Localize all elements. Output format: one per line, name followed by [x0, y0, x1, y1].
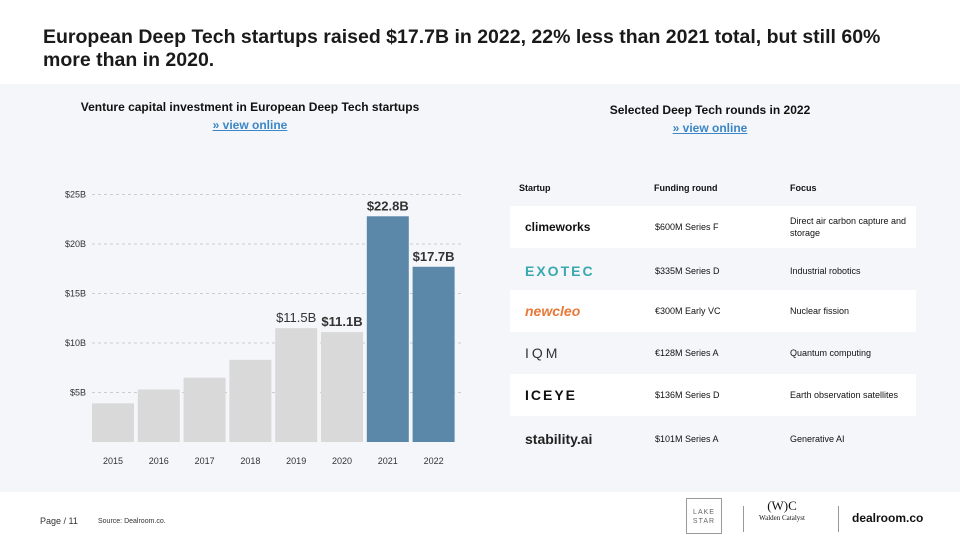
x-tick-label: 2017	[195, 456, 215, 466]
chart-title: Venture capital investment in European D…	[80, 100, 420, 114]
x-tick-label: 2019	[286, 456, 306, 466]
table-row: EXOTEC $335M Series D Industrial robotic…	[510, 250, 916, 292]
walden-catalyst-logo: (W)C Walden Catalyst	[759, 498, 805, 522]
table-row: climeworks $600M Series F Direct air car…	[510, 206, 916, 248]
x-tick-label: 2015	[103, 456, 123, 466]
data-label: $17.7B	[413, 249, 455, 264]
focus: Direct air carbon capture and storage	[790, 216, 907, 238]
x-tick-label: 2022	[424, 456, 444, 466]
y-tick-label: $25B	[65, 190, 86, 200]
bar-chart: $5B $10B $15B $20B $25B 2015 2016 2017 2018 2019 $…	[65, 190, 462, 466]
startup-logo: climeworks	[525, 220, 591, 234]
bar-2021	[366, 216, 409, 442]
table-row: stability.ai $101M Series A Generative A…	[510, 418, 916, 460]
startup-logo: ICEYE	[525, 387, 578, 403]
page-title: European Deep Tech startups raised $17.7…	[43, 26, 881, 71]
startup-logo: IQM	[525, 345, 561, 361]
y-tick-label: $5B	[70, 388, 86, 398]
focus: Generative AI	[790, 434, 845, 444]
divider	[743, 506, 744, 532]
bar-2016	[137, 389, 180, 442]
bar-2018	[229, 359, 272, 442]
data-label: $11.5B	[276, 310, 316, 325]
x-tick-label: 2016	[149, 456, 169, 466]
x-tick-label: 2020	[332, 456, 352, 466]
header-funding-round: Funding round	[654, 183, 718, 193]
data-label: $22.8B	[367, 198, 409, 213]
table-title: Selected Deep Tech rounds in 2022	[609, 103, 811, 117]
dealroom-logo: dealroom.co	[852, 511, 924, 525]
funding-round: $101M Series A	[655, 434, 719, 444]
lake-star-logo: LAKE STAR	[686, 498, 722, 534]
x-tick-label: 2018	[240, 456, 260, 466]
funding-round: $136M Series D	[655, 390, 720, 400]
bar-2022	[412, 266, 455, 442]
table-row: IQM €128M Series A Quantum computing	[510, 332, 916, 374]
page-number: Page / 11	[40, 516, 78, 526]
source-note: Source: Dealroom.co.	[98, 518, 166, 525]
focus: Quantum computing	[790, 348, 872, 358]
table-view-online-link[interactable]: » view online	[672, 121, 748, 135]
table-row: ICEYE $136M Series D Earth observation s…	[510, 374, 916, 416]
divider	[838, 506, 839, 532]
y-tick-label: $10B	[65, 338, 86, 348]
header-startup: Startup	[519, 183, 551, 193]
header-focus: Focus	[790, 183, 817, 193]
bar-2015	[92, 403, 134, 442]
funding-round: €128M Series A	[655, 348, 719, 358]
funding-round: $600M Series F	[655, 222, 719, 232]
focus: Nuclear fission	[790, 306, 850, 316]
focus: Earth observation satellites	[790, 390, 899, 400]
bar-2020	[321, 332, 363, 442]
startup-logo: newcleo	[525, 303, 581, 319]
startup-logo: stability.ai	[525, 431, 593, 447]
chart-view-online-link[interactable]: » view online	[212, 118, 288, 132]
focus: Industrial robotics	[790, 266, 861, 276]
startup-logo: EXOTEC	[525, 263, 595, 279]
data-label: $11.1B	[321, 314, 362, 329]
funding-round: $335M Series D	[655, 266, 720, 276]
y-tick-label: $15B	[65, 289, 86, 299]
bar-2019	[275, 328, 318, 442]
funding-round: €300M Early VC	[655, 306, 721, 316]
x-tick-label: 2021	[378, 456, 398, 466]
table-row: newcleo €300M Early VC Nuclear fission	[510, 290, 916, 332]
y-tick-label: $20B	[65, 239, 86, 249]
bar-2017	[183, 377, 226, 442]
